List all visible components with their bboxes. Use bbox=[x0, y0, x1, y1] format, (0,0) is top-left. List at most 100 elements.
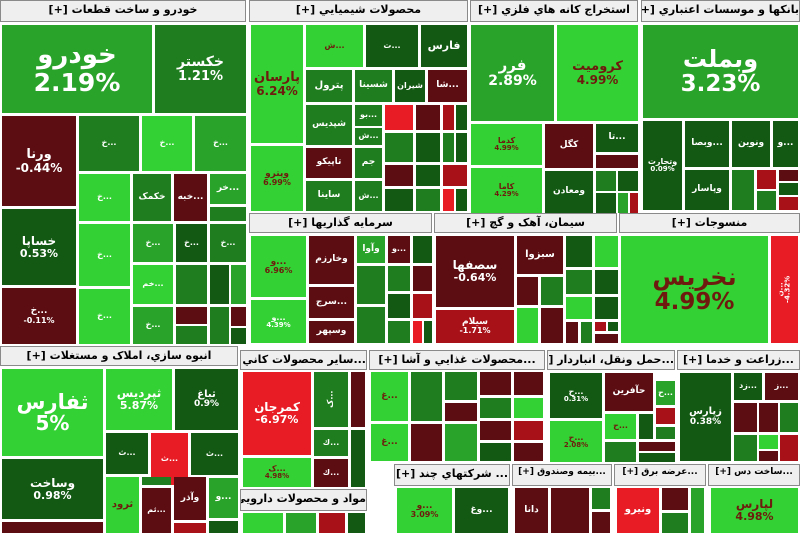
stock-tile[interactable] bbox=[639, 453, 675, 462]
stock-tile[interactable] bbox=[581, 322, 592, 343]
stock-tile[interactable] bbox=[780, 435, 798, 461]
stock-tile[interactable] bbox=[416, 189, 440, 211]
stock-tile[interactable] bbox=[443, 165, 467, 186]
stock-tile[interactable] bbox=[639, 414, 653, 439]
stock-tile[interactable] bbox=[662, 513, 688, 533]
stock-tile[interactable]: ...ث bbox=[191, 433, 238, 475]
stock-tile[interactable] bbox=[779, 170, 798, 181]
stock-tile[interactable]: ...خ bbox=[195, 116, 246, 171]
stock-tile[interactable] bbox=[357, 307, 385, 343]
stock-tile[interactable] bbox=[618, 193, 628, 213]
stock-tile[interactable]: وبملت 3.23% bbox=[643, 25, 798, 118]
stock-tile[interactable] bbox=[416, 133, 440, 162]
stock-tile[interactable] bbox=[596, 155, 638, 168]
stock-tile[interactable]: وپترو 6.99% bbox=[251, 146, 303, 211]
stock-tile[interactable] bbox=[517, 308, 538, 343]
stock-tile[interactable]: ثفارس 5% bbox=[2, 369, 103, 456]
stock-tile[interactable] bbox=[480, 421, 511, 440]
stock-tile[interactable]: دانا bbox=[515, 488, 548, 533]
stock-tile[interactable] bbox=[351, 430, 365, 487]
stock-tile[interactable] bbox=[630, 193, 638, 213]
stock-tile[interactable]: خکستر 1.21% bbox=[155, 25, 246, 113]
stock-tile[interactable]: ومعادن bbox=[545, 171, 593, 213]
stock-tile[interactable]: ...خ bbox=[79, 289, 130, 344]
stock-tile[interactable] bbox=[413, 294, 432, 318]
stock-tile[interactable] bbox=[443, 105, 454, 130]
stock-tile[interactable] bbox=[734, 435, 757, 461]
stock-tile[interactable]: جم bbox=[355, 148, 382, 178]
stock-tile[interactable] bbox=[592, 512, 610, 533]
stock-tile[interactable]: ثرود bbox=[106, 477, 139, 533]
stock-tile[interactable] bbox=[443, 189, 454, 211]
stock-tile[interactable] bbox=[551, 488, 589, 533]
stock-tile[interactable]: وآذر bbox=[174, 477, 206, 520]
stock-tile[interactable] bbox=[732, 170, 754, 210]
stock-tile[interactable] bbox=[2, 522, 103, 533]
stock-tile[interactable] bbox=[662, 488, 688, 510]
stock-tile[interactable]: ...و bbox=[773, 121, 798, 167]
stock-tile[interactable]: تاپیکو bbox=[306, 148, 352, 178]
stock-tile[interactable]: ...ش bbox=[355, 128, 382, 145]
stock-tile[interactable] bbox=[348, 513, 365, 533]
stock-tile[interactable]: ...خ bbox=[79, 224, 130, 286]
stock-tile[interactable]: ...ح 0.31% bbox=[550, 373, 602, 418]
sector-header[interactable]: محصولات شيميايي [+] bbox=[249, 0, 468, 22]
stock-tile[interactable] bbox=[445, 424, 477, 461]
stock-tile[interactable] bbox=[351, 372, 365, 427]
stock-tile[interactable]: حآفرین bbox=[605, 373, 653, 411]
stock-tile[interactable] bbox=[595, 334, 618, 343]
sector-header[interactable]: ...ساير محصولات کاني غ [+] bbox=[240, 350, 367, 370]
stock-tile[interactable] bbox=[779, 197, 798, 210]
stock-tile[interactable]: ...تا bbox=[596, 124, 638, 152]
stock-tile[interactable]: ورنا -0.44% bbox=[2, 116, 76, 206]
stock-tile[interactable]: ثباغ 0.9% bbox=[175, 369, 238, 430]
stock-tile[interactable] bbox=[514, 398, 543, 418]
stock-tile[interactable]: خساپا 0.53% bbox=[2, 209, 76, 285]
stock-tile[interactable]: وآوا bbox=[357, 236, 385, 263]
stock-tile[interactable] bbox=[456, 133, 467, 162]
stock-tile[interactable]: ...خبه bbox=[174, 174, 207, 221]
stock-tile[interactable] bbox=[416, 165, 440, 186]
stock-tile[interactable]: فارس bbox=[421, 25, 467, 67]
stock-tile[interactable] bbox=[595, 270, 618, 294]
stock-tile[interactable] bbox=[759, 451, 778, 461]
stock-tile[interactable]: ...خ bbox=[133, 307, 173, 344]
stock-tile[interactable]: ...ک 4.98% bbox=[243, 458, 311, 487]
stock-tile[interactable] bbox=[757, 170, 776, 189]
stock-tile[interactable] bbox=[231, 265, 246, 304]
stock-tile[interactable]: ...غ bbox=[371, 372, 408, 421]
stock-tile[interactable] bbox=[566, 270, 592, 294]
stock-tile[interactable] bbox=[608, 322, 618, 331]
stock-tile[interactable] bbox=[596, 171, 616, 191]
stock-tile[interactable]: ...ك bbox=[314, 459, 348, 487]
stock-tile[interactable] bbox=[514, 421, 543, 440]
stock-tile[interactable] bbox=[231, 307, 246, 326]
stock-tile[interactable] bbox=[388, 321, 410, 343]
stock-tile[interactable]: ...سرج bbox=[309, 287, 354, 318]
stock-tile[interactable] bbox=[605, 442, 636, 462]
stock-tile[interactable]: ...ح bbox=[605, 414, 636, 439]
stock-tile[interactable]: زپارس 0.38% bbox=[680, 373, 731, 461]
sector-header[interactable]: ...حمل ونقل، انباردار [+] bbox=[547, 350, 675, 370]
stock-tile[interactable] bbox=[779, 183, 798, 195]
stock-tile[interactable]: ...ز bbox=[765, 373, 798, 400]
stock-tile[interactable] bbox=[691, 488, 704, 533]
stock-tile[interactable]: ...خ bbox=[142, 116, 192, 171]
stock-tile[interactable] bbox=[385, 165, 413, 186]
stock-tile[interactable]: کمرجان -6.97% bbox=[243, 372, 311, 455]
stock-tile[interactable] bbox=[480, 398, 511, 418]
stock-tile[interactable] bbox=[209, 521, 238, 533]
stock-tile[interactable] bbox=[456, 189, 467, 211]
stock-tile[interactable]: ...و 4.39% bbox=[251, 300, 306, 343]
stock-tile[interactable]: ...ت bbox=[366, 25, 418, 67]
stock-tile[interactable]: ...ثم bbox=[142, 488, 171, 533]
stock-tile[interactable]: سصفها -0.64% bbox=[436, 236, 514, 307]
sector-header[interactable]: بانکها و موسسات اعتباري [+] bbox=[641, 0, 800, 22]
stock-tile[interactable]: وخارزم bbox=[309, 236, 354, 284]
stock-tile[interactable]: پترول bbox=[306, 70, 352, 102]
sector-header[interactable]: سيمان، آهک و گچ [+] bbox=[434, 213, 617, 233]
stock-tile[interactable]: ...بو bbox=[355, 105, 382, 126]
stock-tile[interactable] bbox=[759, 403, 778, 432]
stock-tile[interactable]: ...و 3.09% bbox=[397, 488, 452, 533]
stock-tile[interactable]: ...ح bbox=[656, 381, 675, 405]
